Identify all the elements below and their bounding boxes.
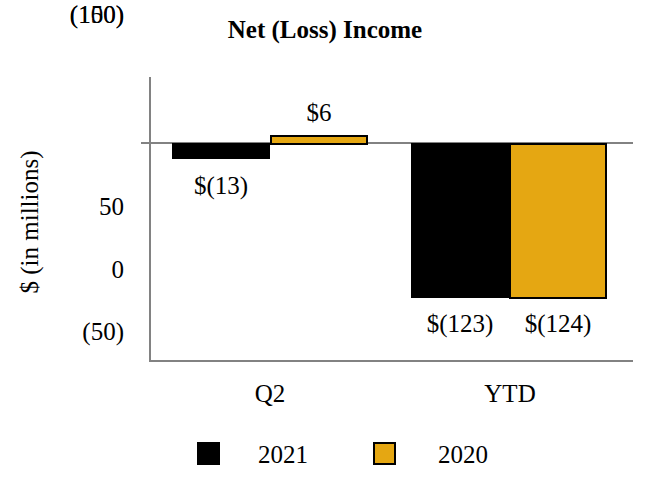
legend-swatch-2020 <box>373 442 396 465</box>
bar-q2-2021 <box>172 143 270 159</box>
y-tick-label-neg150: (150) <box>40 0 124 30</box>
legend-label-2020: 2020 <box>438 441 488 469</box>
data-label-ytd-2020: $(124) <box>525 310 592 338</box>
data-label-ytd-2021: $(123) <box>427 310 494 338</box>
net-loss-income-chart: Net (Loss) Income $ (in millions) 50 0 (… <box>0 0 650 500</box>
bar-ytd-2021 <box>411 143 509 298</box>
y-tick-label-0: 0 <box>40 255 124 285</box>
legend-swatch-2021 <box>197 442 220 465</box>
y-tick-label-neg50: (50) <box>40 317 124 347</box>
bar-ytd-2020 <box>509 143 607 299</box>
bar-q2-2020 <box>270 135 368 145</box>
data-label-q2-2021: $(13) <box>194 172 248 200</box>
data-label-q2-2020: $6 <box>307 99 332 127</box>
x-category-label-q2: Q2 <box>255 380 286 408</box>
legend-label-2021: 2021 <box>258 441 308 469</box>
x-category-label-ytd: YTD <box>484 380 535 408</box>
y-tick-label-50: 50 <box>40 192 124 222</box>
